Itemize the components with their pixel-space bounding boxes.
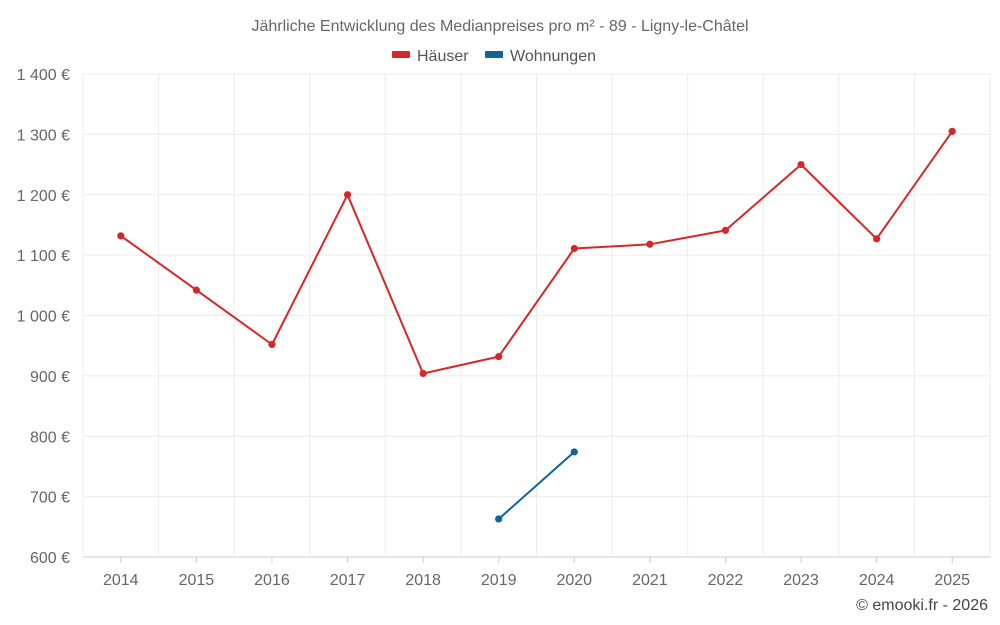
series-haeuser xyxy=(117,127,956,378)
data-point-haeuser[interactable] xyxy=(570,244,578,253)
legend-swatch-haeuser xyxy=(392,51,410,58)
data-point-haeuser[interactable] xyxy=(948,127,956,135)
data-point-wohnungen[interactable] xyxy=(570,448,578,456)
data-point-haeuser[interactable] xyxy=(495,352,503,361)
legend-swatch-wohnungen xyxy=(485,51,503,58)
x-tick-label: 2015 xyxy=(179,572,215,589)
x-tick-label: 2022 xyxy=(708,572,744,589)
x-tick-label: 2020 xyxy=(556,572,592,589)
chart-title: Jährliche Entwicklung des Medianpreises … xyxy=(251,18,748,35)
y-axis: 600 € 700 € 800 € 900 € 1 000 € 1 100 € 1 200 … xyxy=(17,67,70,567)
data-point-haeuser[interactable] xyxy=(797,160,805,169)
series-line-wohnungen xyxy=(498,451,575,520)
x-tick-label: 2023 xyxy=(783,572,819,589)
data-point-haeuser[interactable] xyxy=(419,369,427,378)
y-tick-label: 1 100 € xyxy=(17,248,70,265)
legend-item-haeuser[interactable]: Häuser xyxy=(392,48,469,65)
data-point-haeuser[interactable] xyxy=(646,240,654,248)
data-point-haeuser[interactable] xyxy=(873,235,881,243)
y-tick-label: 800 € xyxy=(30,429,70,446)
x-tick-label: 2024 xyxy=(859,572,895,589)
legend[interactable]: Häuser Wohnungen xyxy=(392,48,596,65)
legend-item-wohnungen[interactable]: Wohnungen xyxy=(485,48,596,65)
x-tick-label: 2014 xyxy=(103,572,139,589)
y-tick-label: 1 200 € xyxy=(17,188,70,205)
data-point-haeuser[interactable] xyxy=(268,340,276,349)
y-tick-label: 600 € xyxy=(30,550,70,567)
x-tick-label: 2018 xyxy=(405,572,441,589)
data-point-haeuser[interactable] xyxy=(343,191,352,199)
x-tick-label: 2017 xyxy=(330,572,366,589)
x-tick-label: 2021 xyxy=(632,572,668,589)
data-point-haeuser[interactable] xyxy=(721,226,730,234)
y-tick-label: 1 300 € xyxy=(17,127,70,144)
legend-label-wohnungen: Wohnungen xyxy=(510,48,596,65)
y-tick-label: 900 € xyxy=(30,369,70,386)
credit: © emooki.fr - 2026 xyxy=(856,597,988,614)
x-tick-label: 2016 xyxy=(254,572,290,589)
series-wohnungen xyxy=(495,448,578,523)
plot-area xyxy=(117,127,956,523)
x-tick-label: 2019 xyxy=(481,572,517,589)
grid xyxy=(82,73,991,558)
y-tick-label: 700 € xyxy=(30,490,70,507)
x-axis: 2014 2015 2016 2017 2018 2019 2020 2021 2022 2023… xyxy=(103,557,970,589)
data-point-haeuser[interactable] xyxy=(117,232,125,240)
legend-label-haeuser: Häuser xyxy=(417,48,469,65)
data-point-haeuser[interactable] xyxy=(192,286,200,294)
y-tick-label: 1 400 € xyxy=(17,67,70,84)
series-line-haeuser xyxy=(120,130,954,375)
y-tick-label: 1 000 € xyxy=(17,309,70,326)
x-tick-label: 2025 xyxy=(934,572,970,589)
data-point-wohnungen[interactable] xyxy=(495,515,503,523)
